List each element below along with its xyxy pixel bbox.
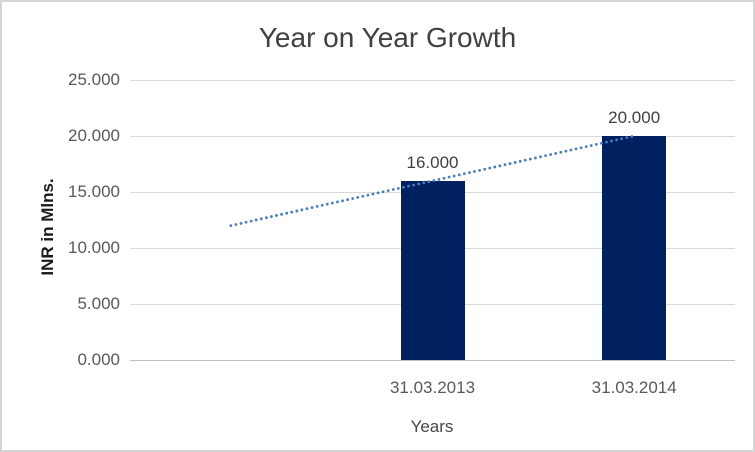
y-tick-label: 5.000	[77, 294, 120, 313]
chart-title: Year on Year Growth	[258, 22, 517, 53]
data-label: 16.000	[406, 152, 459, 172]
bar-31.03.2013[interactable]	[400, 180, 465, 360]
data-label: 20.000	[608, 108, 661, 127]
y-tick-label: 15.000	[68, 182, 120, 201]
y-tick-label: 20.000	[68, 126, 120, 145]
bar-31.03.2014[interactable]	[602, 136, 667, 360]
y-tick-label: 0.000	[77, 350, 120, 369]
x-axis-title: Years	[410, 417, 454, 436]
x-tick-label: 31.03.2013	[389, 378, 476, 397]
y-tick-label: 25.000	[68, 70, 120, 89]
y-tick-label: 10.000	[68, 238, 120, 257]
x-tick-label: 31.03.2014	[591, 378, 677, 397]
gridline	[130, 80, 735, 81]
plot-area: 16.000 20.000	[130, 80, 735, 361]
